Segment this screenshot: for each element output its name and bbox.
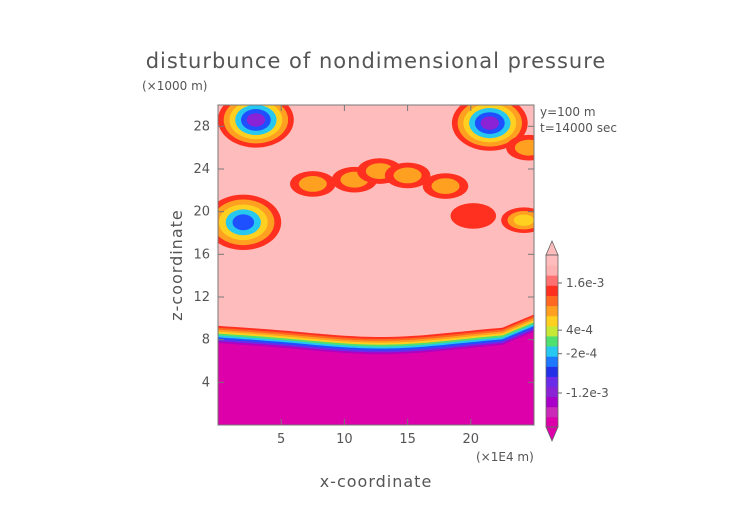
colorbar: 1.6e-3 4e-4 -2e-4 -1.2e-3: [545, 239, 609, 443]
contour-feature: [431, 178, 460, 195]
contour-feature: [298, 176, 327, 192]
colorbar-swatch: [546, 325, 558, 337]
contour-feature: [232, 214, 255, 231]
colorbar-swatch: [546, 255, 558, 266]
boundary-layer-band: [218, 331, 534, 425]
z-unit-label: (×1000 m): [142, 79, 207, 93]
y-axis-title: z-coordinate: [167, 209, 186, 321]
colorbar-swatch: [546, 386, 558, 398]
colorbar-label: 4e-4: [566, 323, 593, 337]
colorbar-frame: [545, 254, 559, 428]
x-tick-label: 10: [336, 432, 353, 447]
colorbar-swatch: [546, 305, 558, 317]
colorbar-label: -1.2e-3: [566, 386, 609, 400]
colorbar-swatch: [546, 366, 558, 377]
colorbar-swatch: [546, 356, 558, 367]
y-tick-label: 12: [193, 290, 210, 305]
x-tick-label: 15: [399, 432, 416, 447]
colorbar-swatch: [546, 376, 558, 387]
colorbar-swatch: [546, 346, 558, 357]
plot-area: [218, 105, 534, 425]
x-unit-label: (×1E4 m): [476, 450, 534, 464]
annotation-time: t=14000 sec: [540, 121, 617, 135]
contour-feature: [514, 139, 534, 156]
y-tick-label: 8: [202, 333, 210, 348]
colorbar-swatch: [546, 315, 558, 327]
colorbar-label: 1.6e-3: [566, 276, 604, 290]
y-tick-label: 16: [193, 247, 210, 262]
colorbar-swatch: [546, 275, 558, 286]
y-tick-label: 28: [193, 119, 210, 134]
contour-feature: [513, 214, 534, 226]
chart-title: disturbunce of nondimensional pressure: [146, 49, 607, 73]
colorbar-swatch: [546, 335, 558, 347]
y-tick-label: 4: [202, 375, 210, 390]
annotation-y: y=100 m: [540, 105, 596, 119]
colorbar-swatch: [546, 406, 558, 418]
x-tick-label: 20: [463, 432, 480, 447]
colorbar-swatch: [546, 295, 558, 307]
x-axis-ticks: 5 10 15 20: [277, 105, 479, 447]
colorbar-swatch: [546, 285, 558, 296]
contour-feature: [450, 203, 497, 229]
y-axis-ticks: 4 8 12 16 20 24 28: [193, 119, 534, 390]
colorbar-swatch: [546, 416, 558, 428]
x-tick-label: 5: [277, 432, 285, 447]
colorbar-min-arrow: [545, 426, 559, 443]
colorbar-swatch: [546, 265, 558, 276]
contour-feature: [393, 167, 422, 184]
y-tick-label: 20: [193, 205, 210, 220]
x-axis-title: x-coordinate: [320, 472, 433, 491]
y-tick-label: 24: [193, 162, 210, 177]
colorbar-label: -2e-4: [566, 347, 597, 361]
contour-feature: [480, 116, 499, 130]
contour-feature: [246, 113, 266, 127]
plot-frame: [217, 104, 535, 426]
colorbar-swatch: [546, 396, 558, 408]
colorbar-max-arrow: [545, 239, 559, 256]
